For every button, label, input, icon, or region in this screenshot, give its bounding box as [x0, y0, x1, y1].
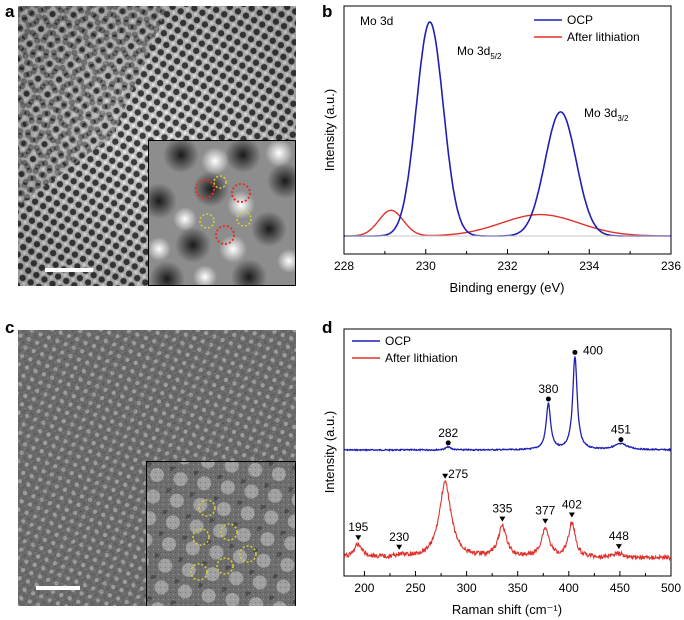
- raman-peak-marker-lith: [396, 544, 403, 550]
- raman-peak-marker-lith: [355, 535, 362, 541]
- scale-bar-a: [45, 268, 93, 272]
- xps-legend-ocp: OCP: [567, 13, 593, 27]
- xps-legend-lith: After lithiation: [567, 30, 640, 44]
- panel-label-a: a: [5, 2, 15, 21]
- xps-annotation-mo3d32: Mo 3d3/2: [584, 106, 629, 123]
- raman-peak-label-lith: 230: [389, 530, 409, 544]
- xps-x-tick-label: 236: [661, 259, 681, 273]
- xps-x-tick-label: 230: [416, 259, 436, 273]
- s-site-marker: [213, 175, 227, 189]
- xps-x-tick-label: 232: [497, 259, 517, 273]
- raman-x-tick-label: 200: [354, 581, 374, 595]
- tem-image-c: [18, 330, 296, 606]
- raman-legend-lith: After lithiation: [385, 351, 458, 365]
- s-site-marker: [216, 557, 234, 575]
- raman-peak-label-lith: 448: [609, 529, 629, 543]
- s-site-marker: [239, 545, 257, 563]
- s-site-marker: [192, 528, 210, 546]
- mo-site-marker: [195, 179, 215, 199]
- raman-x-tick-label: 250: [406, 581, 426, 595]
- panel-label-b: b: [322, 2, 333, 21]
- raman-peak-marker-lith: [499, 516, 506, 522]
- xps-x-tick-label: 228: [334, 259, 354, 273]
- s-site-marker: [236, 211, 252, 227]
- raman-peak-marker-lith: [568, 512, 575, 518]
- xps-x-tick-label: 234: [579, 259, 599, 273]
- raman-peak-marker-ocp: [545, 396, 551, 402]
- raman-plot-frame: [343, 328, 672, 577]
- s-site-marker: [198, 499, 216, 517]
- raman-x-tick-label: 450: [610, 581, 630, 595]
- panel-label-c: c: [5, 318, 15, 337]
- raman-peak-marker-ocp: [618, 437, 624, 443]
- raman-peak-marker-lith: [542, 518, 549, 524]
- mo-site-marker: [231, 183, 251, 203]
- raman-peak-label-lith: 402: [562, 497, 582, 511]
- raman-series-ocp: [344, 356, 672, 452]
- raman-peak-marker-lith: [615, 544, 622, 550]
- raman-peak-label-ocp: 400: [583, 343, 603, 357]
- raman-peak-marker-ocp: [572, 349, 578, 355]
- panel-label-d: d: [322, 318, 333, 337]
- scale-bar-c: [36, 586, 80, 590]
- s-site-marker: [199, 213, 215, 229]
- raman-series-after-lithiation: [343, 480, 672, 562]
- xps-annotation-mo3d: Mo 3d: [360, 14, 393, 28]
- raman-peak-label-lith: 275: [448, 467, 468, 481]
- raman-x-tick-label: 500: [661, 581, 681, 595]
- raman-x-tick-label: 350: [508, 581, 528, 595]
- raman-peak-label-lith: 377: [535, 504, 555, 518]
- raman-peak-label-ocp: 380: [538, 382, 558, 396]
- mo-site-marker: [215, 225, 235, 245]
- xps-x-axis-label: Binding energy (eV): [450, 280, 565, 295]
- raman-peak-marker-ocp: [445, 440, 451, 446]
- raman-peak-label-ocp: 451: [611, 423, 631, 437]
- raman-x-tick-label: 400: [559, 581, 579, 595]
- xps-annotation-mo3d52: Mo 3d5/2: [457, 44, 502, 61]
- raman-legend-ocp: OCP: [385, 334, 411, 348]
- xps-y-axis-label: Intensity (a.u.): [322, 89, 337, 171]
- raman-peak-label-ocp: 282: [438, 426, 458, 440]
- raman-peak-label-lith: 335: [492, 502, 512, 516]
- xps-series-after-lithiation: [344, 209, 671, 237]
- raman-peak-marker-lith: [442, 473, 449, 479]
- tem-image-a: [18, 6, 296, 286]
- s-site-marker: [220, 523, 238, 541]
- raman-x-axis-label: Raman shift (cm⁻¹): [452, 602, 562, 617]
- raman-y-axis-label: Intensity (a.u.): [322, 411, 337, 493]
- raman-peak-label-lith: 195: [348, 520, 368, 534]
- inset-c: [146, 461, 296, 606]
- inset-a: [148, 140, 296, 286]
- s-site-marker: [190, 563, 208, 581]
- raman-x-tick-label: 300: [457, 581, 477, 595]
